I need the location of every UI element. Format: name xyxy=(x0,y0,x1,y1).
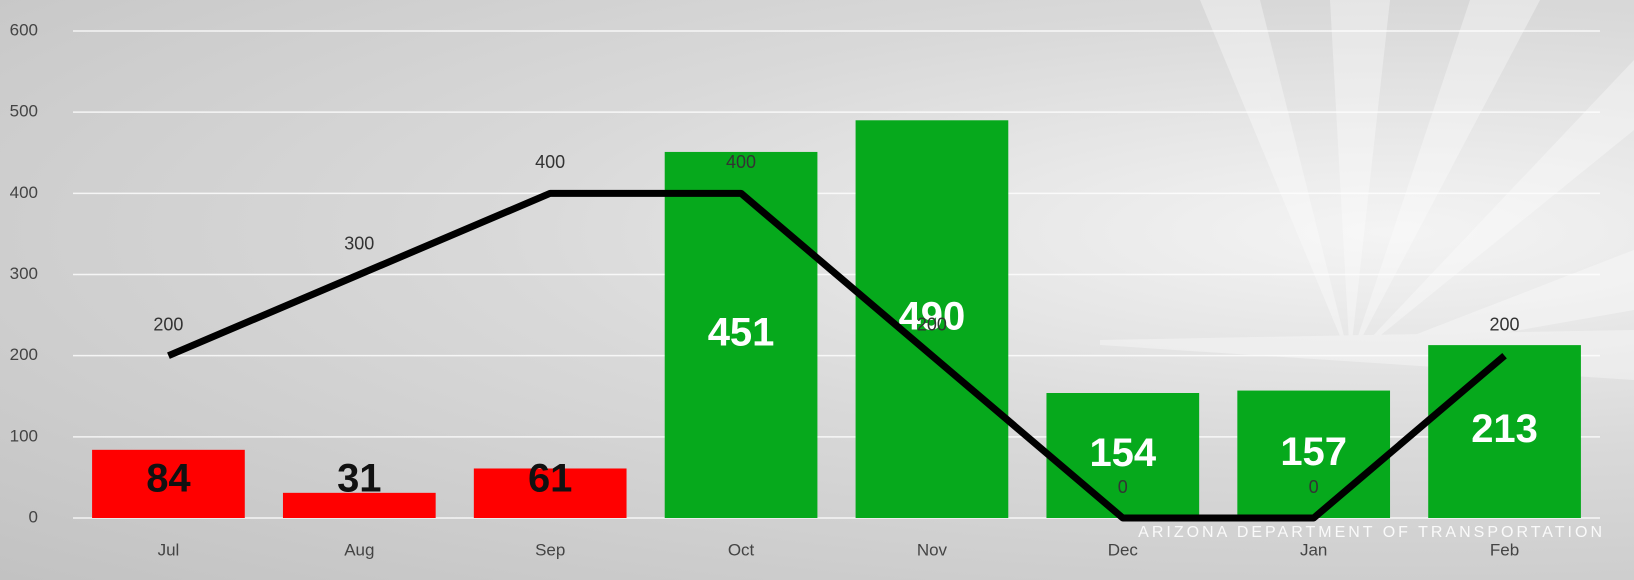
line-value-label: 0 xyxy=(1118,477,1128,497)
bar xyxy=(282,492,436,518)
bar-value-label: 84 xyxy=(146,457,191,501)
bar-value-label: 157 xyxy=(1280,430,1347,474)
bar-value-label: 61 xyxy=(528,457,573,501)
bar xyxy=(1046,393,1200,518)
line-value-label: 200 xyxy=(1490,314,1520,334)
ray xyxy=(1350,0,1540,360)
bar xyxy=(473,468,627,518)
bar xyxy=(1237,390,1391,518)
bar-value-label: 31 xyxy=(337,457,382,501)
bar-value-label: 451 xyxy=(708,311,775,355)
y-tick-label: 200 xyxy=(10,345,38,364)
x-tick-label: Nov xyxy=(917,540,948,559)
bar xyxy=(855,120,1009,519)
x-tick-label: Sep xyxy=(535,540,565,559)
y-tick-label: 500 xyxy=(10,102,38,121)
x-tick-label: Jul xyxy=(158,540,180,559)
x-tick-label: Jan xyxy=(1300,540,1327,559)
bar-value-label: 490 xyxy=(899,295,966,339)
bar xyxy=(664,151,818,518)
ray xyxy=(1350,60,1634,360)
background-rays xyxy=(1100,0,1634,380)
line-value-label: 200 xyxy=(917,314,947,334)
y-tick-label: 0 xyxy=(29,507,38,526)
line-value-label: 0 xyxy=(1309,477,1319,497)
x-tick-label: Dec xyxy=(1108,540,1139,559)
line-value-label: 400 xyxy=(726,152,756,172)
line-value-label: 400 xyxy=(535,152,565,172)
bar xyxy=(1428,345,1581,518)
ray xyxy=(1330,0,1390,360)
x-tick-label: Aug xyxy=(344,540,374,559)
x-tick-label: Feb xyxy=(1490,540,1519,559)
line-value-label: 300 xyxy=(344,233,374,253)
bar-value-label: 154 xyxy=(1089,431,1156,475)
line-value-label: 200 xyxy=(153,314,183,334)
y-tick-label: 400 xyxy=(10,183,38,202)
ray xyxy=(1350,250,1634,360)
bar-value-label: 213 xyxy=(1471,407,1538,451)
bar xyxy=(92,449,245,518)
y-tick-label: 300 xyxy=(10,264,38,283)
ray xyxy=(1200,0,1350,360)
x-tick-label: Oct xyxy=(728,540,755,559)
watermark: ARIZONA DEPARTMENT OF TRANSPORTATION xyxy=(1138,524,1605,541)
y-tick-label: 100 xyxy=(10,426,38,445)
y-tick-label: 600 xyxy=(10,20,38,39)
line xyxy=(167,189,1507,522)
